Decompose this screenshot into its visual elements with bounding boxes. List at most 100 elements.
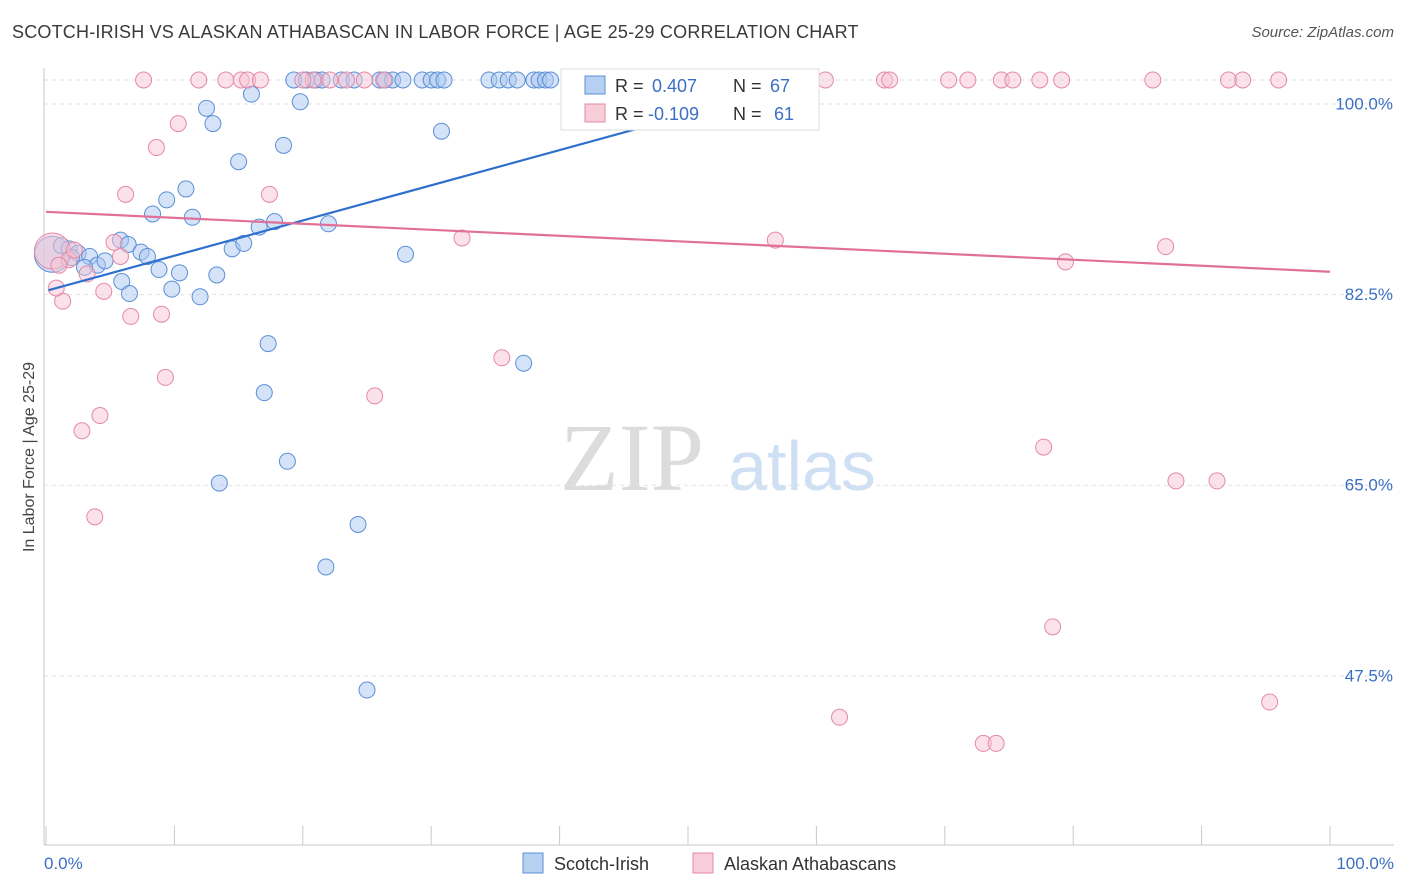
point-scotch-irish-17	[171, 264, 189, 282]
point-alaskan-20	[260, 185, 278, 203]
point-alaskan-31	[816, 71, 834, 89]
point-scotch-irish-49	[397, 245, 415, 263]
point-scotch-irish-58	[508, 71, 526, 89]
point-scotch-irish-33	[278, 452, 296, 470]
point-alaskan-52	[1261, 693, 1279, 711]
stats-n-label-1: N =	[733, 76, 762, 96]
point-alaskan-34	[881, 71, 899, 89]
stats-n-label-2: N =	[733, 104, 762, 124]
point-alaskan-6	[91, 407, 109, 425]
stats-n-value-2: 61	[774, 104, 794, 124]
point-scotch-irish-30	[259, 335, 277, 353]
point-alaskan-19	[251, 71, 269, 89]
point-alaskan-23	[337, 71, 355, 89]
point-scotch-irish-43	[349, 515, 367, 533]
point-alaskan-10	[122, 307, 140, 325]
stats-r-label-1: R =	[615, 76, 644, 96]
legend-label-scotch-irish: Scotch-Irish	[554, 854, 649, 874]
point-alaskan-22	[321, 71, 339, 89]
x-tick-label-max: 100.0%	[1336, 854, 1394, 873]
point-alaskan-60	[355, 71, 373, 89]
point-alaskan-50	[1220, 71, 1238, 89]
point-scotch-irish-14	[150, 261, 168, 279]
point-scotch-irish-21	[198, 99, 215, 117]
series-legend: Scotch-Irish Alaskan Athabascans	[522, 852, 896, 874]
point-alaskan-27	[493, 349, 511, 367]
y-tick-label-2: 65.0%	[1345, 476, 1393, 495]
point-scotch-irish-35	[291, 93, 309, 111]
point-alaskan-25	[375, 71, 393, 89]
point-alaskan-9	[117, 185, 135, 203]
point-scotch-irish-29	[255, 384, 273, 402]
point-scotch-irish-6	[96, 252, 114, 270]
point-alaskan-12	[147, 139, 165, 157]
point-scotch-irish-12	[138, 247, 156, 265]
chart-source: Source: ZipAtlas.com	[1251, 24, 1394, 41]
point-alaskan-45	[1056, 253, 1074, 271]
point-alaskan-56	[111, 247, 129, 265]
point-alaskan-24	[366, 387, 384, 405]
point-alaskan-58	[294, 71, 312, 89]
axis-layer	[43, 68, 1394, 846]
point-alaskan-35	[940, 71, 958, 89]
point-alaskan-14	[156, 368, 174, 386]
point-alaskan-44	[1053, 71, 1071, 89]
point-alaskan-26	[453, 229, 471, 247]
point-alaskan-30	[766, 231, 784, 249]
stats-r-value-2: -0.109	[648, 104, 699, 124]
y-tick-label-0: 100.0%	[1335, 94, 1393, 113]
grid-layer	[44, 79, 1394, 677]
legend-label-alaskan: Alaskan Athabascans	[724, 854, 896, 874]
trendline-scotch-irish	[48, 113, 689, 292]
point-scotch-irish-48	[394, 71, 412, 89]
point-alaskan-55	[50, 256, 68, 274]
point-scotch-irish-15	[158, 191, 176, 209]
point-alaskan-43	[1044, 618, 1062, 636]
point-alaskan-15	[169, 115, 187, 133]
point-alaskan-8	[105, 233, 123, 251]
stats-r-label-2: R =	[615, 104, 644, 124]
point-scotch-irish-44	[358, 681, 376, 699]
legend-swatch-alaskan	[692, 852, 714, 874]
chart-title: SCOTCH-IRISH VS ALASKAN ATHABASCAN IN LA…	[12, 22, 859, 42]
point-scotch-irish-64	[210, 474, 228, 492]
point-scotch-irish-59	[515, 354, 533, 372]
points-layer	[33, 71, 1288, 752]
stats-swatch-alaskan	[584, 103, 606, 123]
point-scotch-irish-26	[235, 234, 253, 252]
point-scotch-irish-19	[183, 208, 201, 226]
tick-layer: 100.0% 82.5% 65.0% 47.5%	[45, 94, 1393, 845]
point-alaskan-41	[1031, 71, 1049, 89]
point-alaskan-5	[73, 422, 91, 440]
watermark-zip: ZIP	[560, 404, 704, 511]
point-scotch-irish-39	[317, 558, 335, 576]
watermark-atlas: atlas	[728, 427, 876, 505]
point-alaskan-16	[190, 71, 208, 89]
point-scotch-irish-10	[120, 285, 138, 303]
point-scotch-irish-53	[432, 122, 450, 140]
stats-r-value-1: 0.407	[652, 76, 697, 96]
point-scotch-irish-23	[208, 266, 226, 284]
point-scotch-irish-16	[163, 280, 181, 298]
y-tick-label-3: 47.5%	[1345, 666, 1393, 685]
point-scotch-irish-63	[542, 71, 560, 89]
point-scotch-irish-54	[435, 71, 453, 89]
trendline-alaskan	[45, 210, 1331, 273]
point-scotch-irish-18	[177, 180, 195, 198]
point-scotch-irish-25	[230, 153, 248, 171]
point-alaskan-38	[987, 734, 1005, 752]
stats-swatch-scotch-irish	[584, 75, 606, 95]
point-alaskan-4	[86, 508, 104, 526]
point-alaskan-32	[831, 708, 849, 726]
legend-swatch-scotch-irish	[522, 852, 544, 874]
point-alaskan-42	[1035, 438, 1053, 456]
point-scotch-irish-32	[275, 136, 293, 154]
point-scotch-irish-20	[191, 288, 209, 306]
point-scotch-irish-22	[204, 115, 222, 133]
point-alaskan-48	[1167, 472, 1185, 490]
point-alaskan-59	[217, 71, 235, 89]
point-alaskan-13	[153, 305, 171, 323]
stats-legend: R = 0.407 N = 67 R = -0.109 N = 61	[560, 68, 820, 131]
